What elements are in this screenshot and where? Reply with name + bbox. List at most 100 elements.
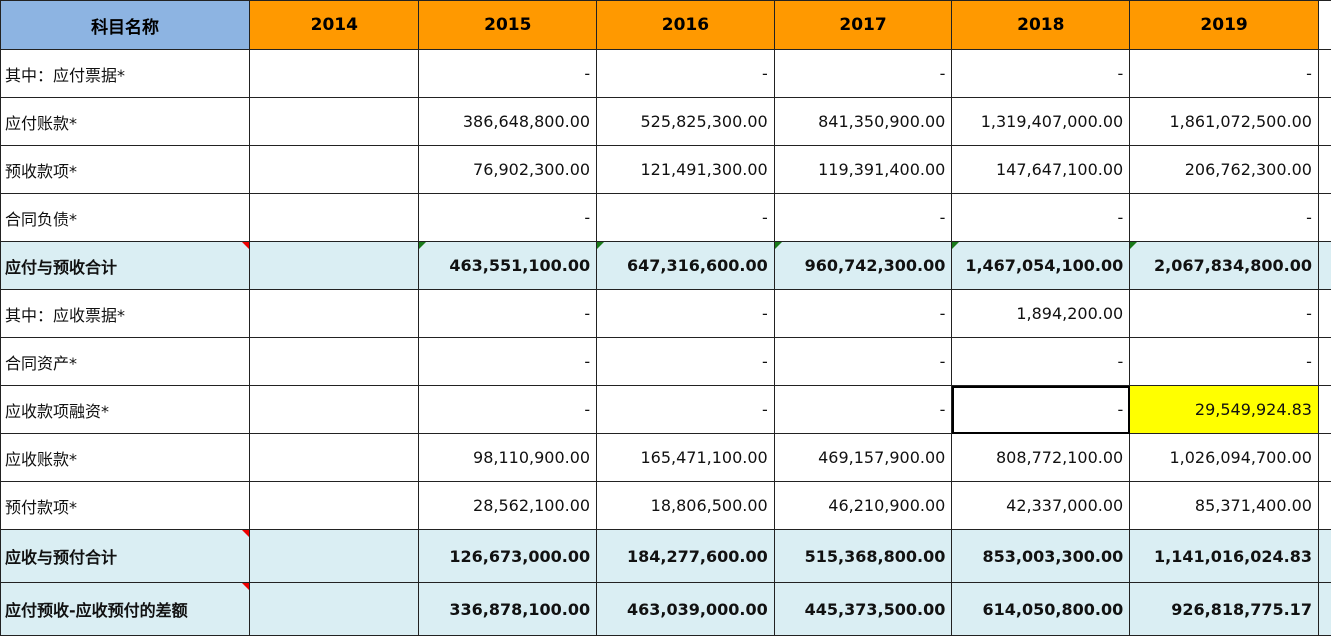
next-column-edge[interactable]: [1318, 434, 1331, 482]
cell-value[interactable]: -: [1130, 290, 1319, 338]
next-column-edge[interactable]: [1318, 583, 1331, 636]
row-label[interactable]: 合同资产*: [1, 338, 250, 386]
cell-value[interactable]: 463,039,000.00: [597, 583, 775, 636]
cell-value[interactable]: 1,861,072,500.00: [1130, 98, 1319, 146]
header-year[interactable]: 2014: [250, 1, 419, 50]
cell-value[interactable]: [250, 386, 419, 434]
cell-value[interactable]: 85,371,400.00: [1130, 482, 1319, 530]
cell-value[interactable]: 119,391,400.00: [774, 146, 952, 194]
cell-value[interactable]: 614,050,800.00: [952, 583, 1130, 636]
cell-value[interactable]: 1,319,407,000.00: [952, 98, 1130, 146]
next-column-edge[interactable]: [1318, 482, 1331, 530]
cell-value[interactable]: 841,350,900.00: [774, 98, 952, 146]
cell-value[interactable]: -: [774, 386, 952, 434]
cell-value[interactable]: [250, 98, 419, 146]
cell-value[interactable]: 386,648,800.00: [419, 98, 597, 146]
cell-value[interactable]: 463,551,100.00: [419, 242, 597, 290]
cell-value[interactable]: 1,026,094,700.00: [1130, 434, 1319, 482]
cell-value[interactable]: -: [952, 386, 1130, 434]
next-column-edge[interactable]: [1318, 1, 1331, 50]
next-column-edge[interactable]: [1318, 98, 1331, 146]
header-subject-name[interactable]: 科目名称: [1, 1, 250, 50]
cell-value[interactable]: 28,562,100.00: [419, 482, 597, 530]
cell-value[interactable]: 184,277,600.00: [597, 530, 775, 583]
cell-value[interactable]: -: [952, 50, 1130, 98]
cell-value[interactable]: 469,157,900.00: [774, 434, 952, 482]
cell-value[interactable]: -: [419, 338, 597, 386]
next-column-edge[interactable]: [1318, 386, 1331, 434]
cell-value[interactable]: -: [597, 338, 775, 386]
cell-value[interactable]: -: [774, 338, 952, 386]
next-column-edge[interactable]: [1318, 338, 1331, 386]
next-column-edge[interactable]: [1318, 530, 1331, 583]
row-label[interactable]: 其中：应付票据*: [1, 50, 250, 98]
cell-value[interactable]: -: [419, 290, 597, 338]
cell-value[interactable]: -: [419, 194, 597, 242]
header-year[interactable]: 2018: [952, 1, 1130, 50]
cell-value[interactable]: [250, 146, 419, 194]
header-year[interactable]: 2016: [597, 1, 775, 50]
row-label[interactable]: 应收与预付合计: [1, 530, 250, 583]
row-label[interactable]: 应收款项融资*: [1, 386, 250, 434]
cell-value[interactable]: 2,067,834,800.00: [1130, 242, 1319, 290]
header-year[interactable]: 2015: [419, 1, 597, 50]
cell-value[interactable]: 445,373,500.00: [774, 583, 952, 636]
cell-value[interactable]: [250, 50, 419, 98]
cell-value[interactable]: -: [774, 50, 952, 98]
next-column-edge[interactable]: [1318, 146, 1331, 194]
cell-value[interactable]: 42,337,000.00: [952, 482, 1130, 530]
header-year[interactable]: 2019: [1130, 1, 1319, 50]
cell-value[interactable]: 1,467,054,100.00: [952, 242, 1130, 290]
cell-value[interactable]: 147,647,100.00: [952, 146, 1130, 194]
cell-value[interactable]: [250, 338, 419, 386]
cell-value[interactable]: -: [419, 386, 597, 434]
header-year[interactable]: 2017: [774, 1, 952, 50]
row-label[interactable]: 预付款项*: [1, 482, 250, 530]
cell-value[interactable]: -: [597, 50, 775, 98]
cell-value[interactable]: [250, 482, 419, 530]
cell-value[interactable]: [250, 583, 419, 636]
row-label[interactable]: 应付预收-应收预付的差额: [1, 583, 250, 636]
cell-value[interactable]: 960,742,300.00: [774, 242, 952, 290]
cell-value[interactable]: 18,806,500.00: [597, 482, 775, 530]
cell-value[interactable]: 165,471,100.00: [597, 434, 775, 482]
row-label[interactable]: 合同负债*: [1, 194, 250, 242]
cell-value[interactable]: 98,110,900.00: [419, 434, 597, 482]
next-column-edge[interactable]: [1318, 194, 1331, 242]
cell-value[interactable]: 515,368,800.00: [774, 530, 952, 583]
cell-value[interactable]: 126,673,000.00: [419, 530, 597, 583]
cell-value[interactable]: [250, 290, 419, 338]
cell-value[interactable]: 76,902,300.00: [419, 146, 597, 194]
cell-value[interactable]: 926,818,775.17: [1130, 583, 1319, 636]
cell-value[interactable]: -: [1130, 50, 1319, 98]
next-column-edge[interactable]: [1318, 242, 1331, 290]
next-column-edge[interactable]: [1318, 50, 1331, 98]
cell-value[interactable]: 647,316,600.00: [597, 242, 775, 290]
row-label[interactable]: 应付与预收合计: [1, 242, 250, 290]
row-label[interactable]: 应付账款*: [1, 98, 250, 146]
cell-value[interactable]: [250, 242, 419, 290]
cell-value[interactable]: 525,825,300.00: [597, 98, 775, 146]
cell-value[interactable]: -: [774, 290, 952, 338]
cell-value[interactable]: 1,141,016,024.83: [1130, 530, 1319, 583]
cell-value[interactable]: -: [597, 386, 775, 434]
cell-value[interactable]: 336,878,100.00: [419, 583, 597, 636]
cell-value[interactable]: -: [419, 50, 597, 98]
cell-value[interactable]: -: [952, 338, 1130, 386]
cell-value[interactable]: -: [1130, 338, 1319, 386]
row-label[interactable]: 应收账款*: [1, 434, 250, 482]
cell-value[interactable]: -: [1130, 194, 1319, 242]
cell-value[interactable]: -: [952, 194, 1130, 242]
row-label[interactable]: 预收款项*: [1, 146, 250, 194]
next-column-edge[interactable]: [1318, 290, 1331, 338]
cell-value[interactable]: -: [597, 194, 775, 242]
cell-value[interactable]: 808,772,100.00: [952, 434, 1130, 482]
cell-value[interactable]: 29,549,924.83: [1130, 386, 1319, 434]
cell-value[interactable]: -: [597, 290, 775, 338]
cell-value[interactable]: -: [774, 194, 952, 242]
cell-value[interactable]: 206,762,300.00: [1130, 146, 1319, 194]
cell-value[interactable]: [250, 434, 419, 482]
cell-value[interactable]: 1,894,200.00: [952, 290, 1130, 338]
cell-value[interactable]: [250, 194, 419, 242]
row-label[interactable]: 其中：应收票据*: [1, 290, 250, 338]
